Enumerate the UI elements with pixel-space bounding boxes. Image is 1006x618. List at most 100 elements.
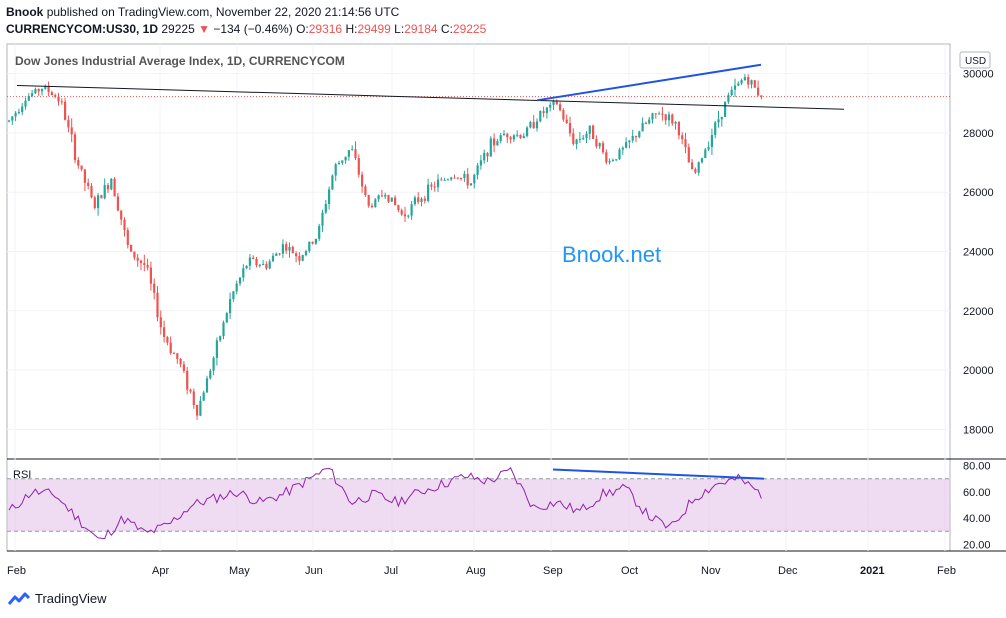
candle-body <box>664 114 667 121</box>
candle-body <box>512 135 515 140</box>
price-tick-label: 20000 <box>963 365 994 377</box>
candle-body <box>40 88 44 92</box>
candle-body <box>106 185 110 190</box>
candle-body <box>192 391 195 406</box>
candle-body <box>605 152 608 163</box>
candle-body <box>407 215 410 217</box>
candle-body <box>704 149 707 159</box>
candle-body <box>314 238 317 244</box>
candle-body <box>496 141 499 146</box>
candle-body <box>565 119 568 124</box>
candle-body <box>80 165 83 170</box>
candle-body <box>552 100 555 105</box>
candle-body <box>697 162 700 173</box>
candle-body <box>116 196 119 211</box>
time-tick-label: Nov <box>701 565 721 577</box>
candle-body <box>34 89 37 94</box>
candle-body <box>271 255 275 262</box>
candle-body <box>341 160 344 163</box>
price-tick-label: 18000 <box>963 424 994 436</box>
candle-body <box>54 95 57 97</box>
low-label: L: <box>394 22 405 36</box>
last-price: 29225 <box>161 22 195 36</box>
candle-body <box>311 241 314 244</box>
candle-body <box>143 263 146 265</box>
candle-body <box>242 268 245 278</box>
candle-body <box>535 121 539 129</box>
candle-body <box>568 123 572 134</box>
candle-body <box>156 292 159 318</box>
time-tick-label: 2021 <box>860 565 884 577</box>
candle-body <box>654 113 657 115</box>
candle-body <box>747 77 750 85</box>
candle-body <box>57 96 60 102</box>
candle-body <box>562 110 565 120</box>
candle-body <box>380 195 383 197</box>
candle-body <box>595 138 598 147</box>
candle-body <box>196 405 199 416</box>
candle-body <box>463 173 466 179</box>
time-tick-label: Oct <box>621 565 638 577</box>
candle-body <box>245 265 248 269</box>
candle-body <box>262 263 265 265</box>
candle-body <box>601 143 605 153</box>
candle-body <box>542 111 545 114</box>
currency-badge-label: USD <box>965 56 986 67</box>
candle-body <box>681 135 684 140</box>
candle-body <box>97 195 100 209</box>
candle-body <box>641 122 644 132</box>
candle-body <box>67 119 70 128</box>
candle-body <box>397 205 400 211</box>
candle-body <box>47 86 50 93</box>
candle-body <box>199 400 202 416</box>
candle-body <box>281 244 284 254</box>
candle-body <box>460 177 463 179</box>
candle-body <box>575 139 578 144</box>
candle-body <box>700 158 704 163</box>
candle-body <box>469 183 473 186</box>
candle-body <box>113 178 116 197</box>
candle-body <box>301 255 304 261</box>
candle-body <box>578 138 581 140</box>
trendline-resistance <box>16 85 845 110</box>
candle-body <box>268 261 271 269</box>
rsi-tick-label: 60.00 <box>963 487 991 499</box>
candle-body <box>73 134 77 161</box>
candle-body <box>440 179 443 181</box>
candle-body <box>238 277 242 284</box>
candle-body <box>186 370 189 390</box>
candle-body <box>354 149 357 159</box>
candle-body <box>592 125 595 139</box>
candle-body <box>179 358 182 365</box>
candle-body <box>634 136 638 138</box>
publisher-name[interactable]: Bnook <box>6 5 44 19</box>
candle-body <box>347 150 350 157</box>
candle-body <box>225 313 228 323</box>
candle-body <box>658 113 661 115</box>
candle-body <box>189 389 192 392</box>
candle-body <box>585 133 588 138</box>
candle-body <box>674 122 677 124</box>
price-change: −134 (−0.46%) <box>213 22 293 36</box>
candle-body <box>651 113 654 120</box>
candle-body <box>403 214 407 217</box>
time-tick-label: Jul <box>384 565 398 577</box>
candle-body <box>44 86 47 89</box>
candle-body <box>291 246 294 254</box>
time-tick-label: May <box>229 565 250 577</box>
candle-body <box>618 149 621 160</box>
candle-body <box>631 136 634 141</box>
publish-info: Bnook published on TradingView.com, Nove… <box>6 5 399 19</box>
candle-body <box>727 95 730 102</box>
candle-body <box>740 80 743 84</box>
candle-body <box>691 162 694 170</box>
tradingview-brand[interactable]: TradingView <box>35 591 107 606</box>
candle-body <box>417 197 420 203</box>
candle-body <box>103 185 106 199</box>
open-label: O: <box>296 22 309 36</box>
candle-body <box>489 138 492 157</box>
candle-body <box>509 137 512 140</box>
candle-body <box>364 186 367 196</box>
candle-body <box>707 147 710 150</box>
